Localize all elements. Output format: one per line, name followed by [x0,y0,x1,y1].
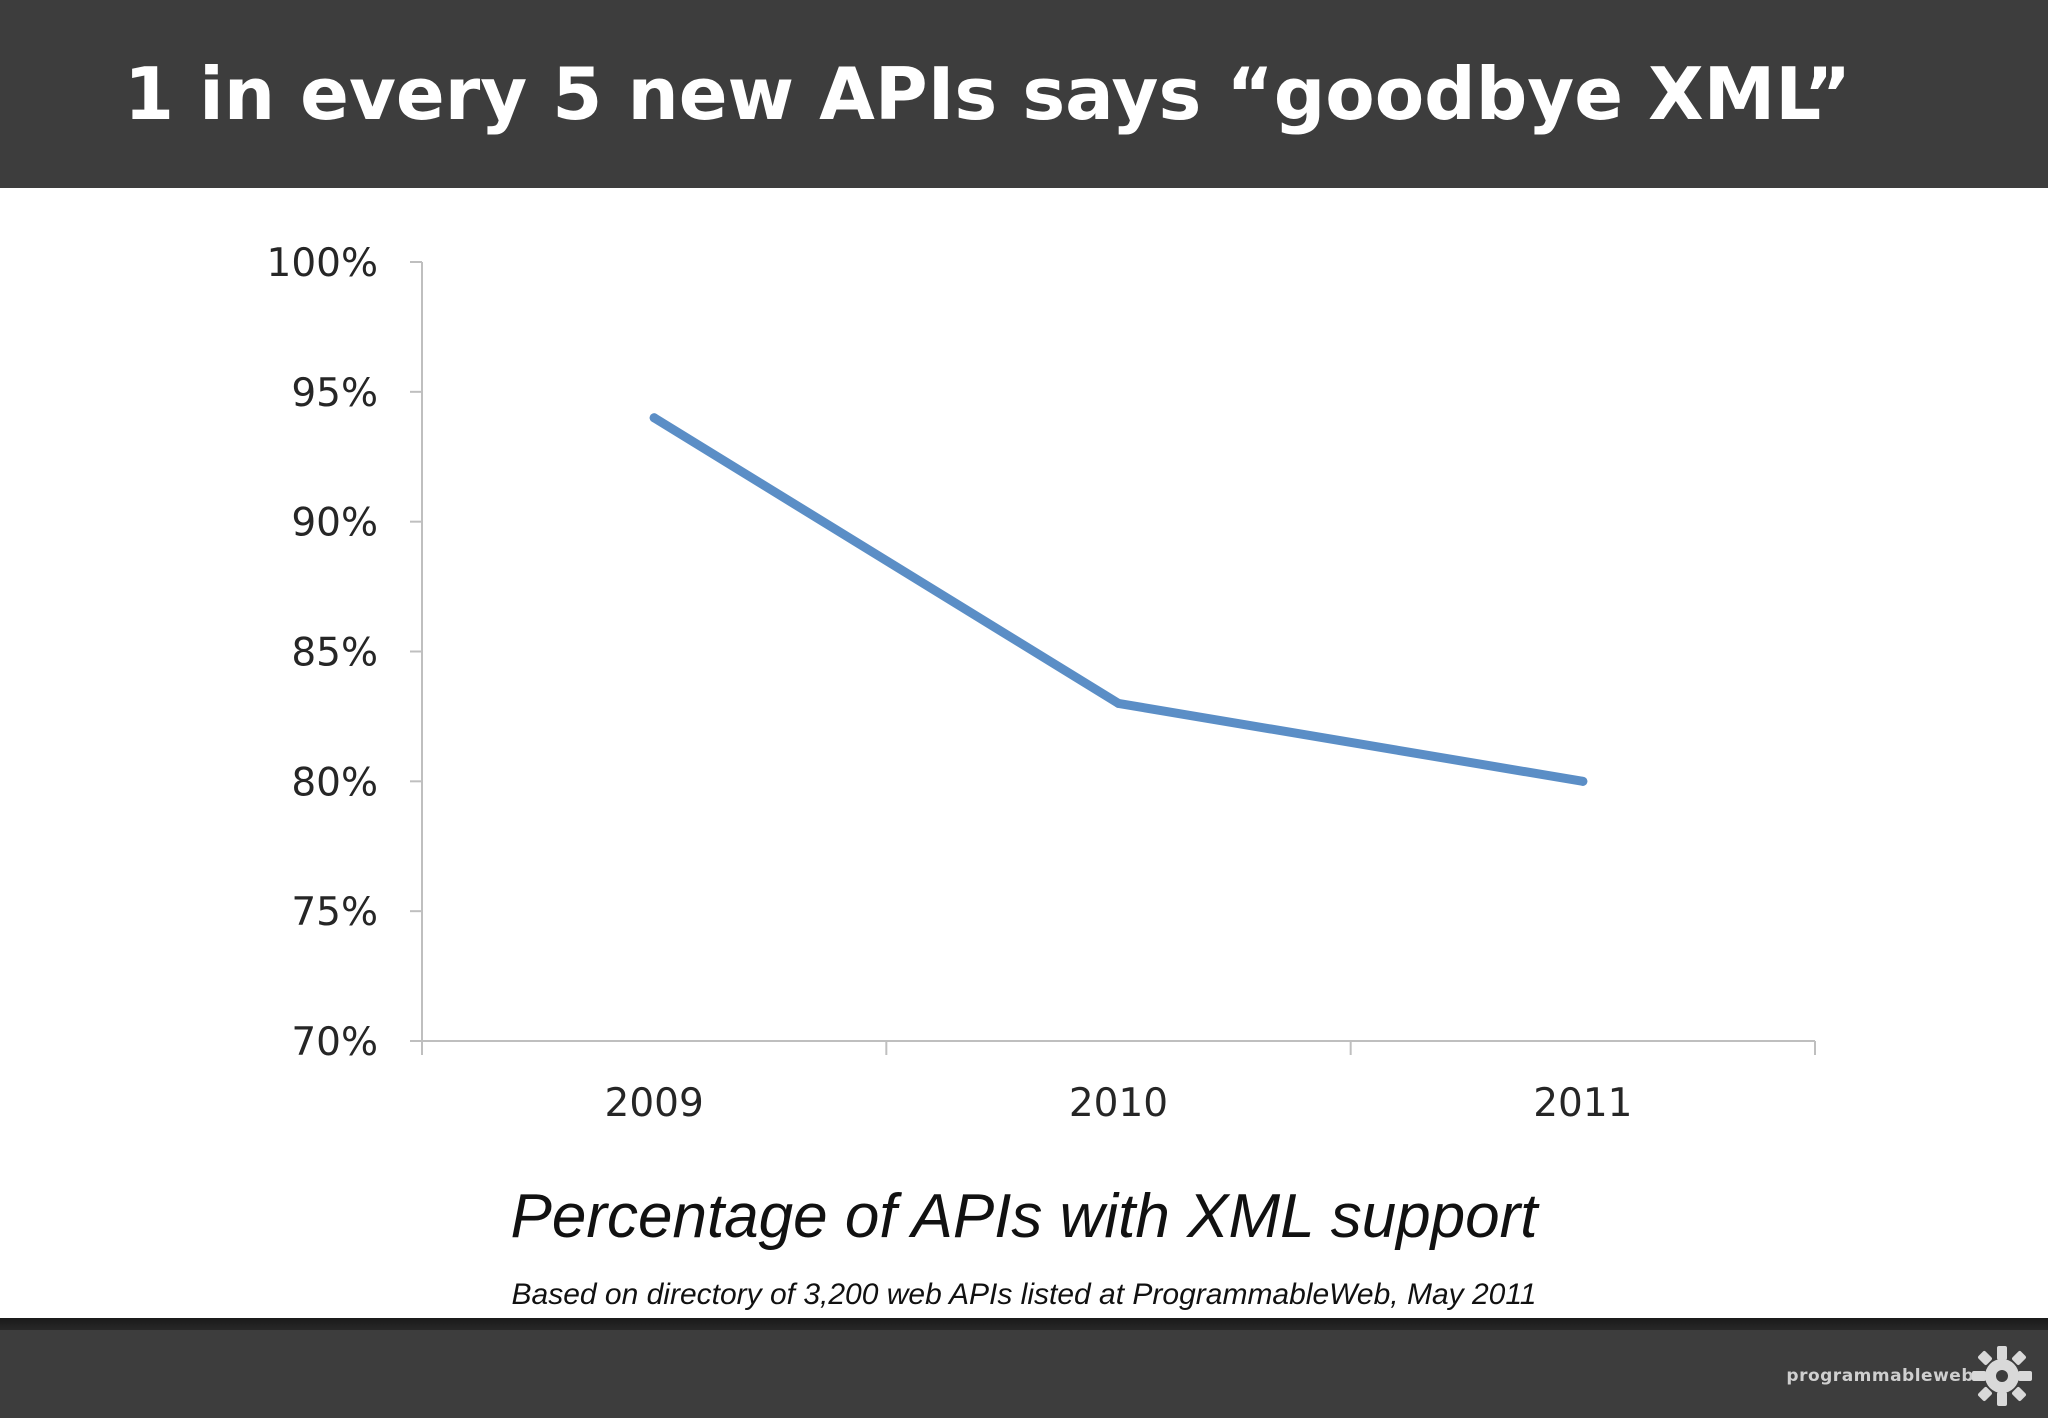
data-point [649,413,659,423]
chart-subtitle: Based on directory of 3,200 web APIs lis… [511,1278,1537,1311]
y-tick-label: 100% [267,241,379,286]
footer-divider [0,1318,2048,1332]
puzzle-gear-icon [1972,1346,2032,1406]
chart-title: Percentage of APIs with XML support [510,1182,1538,1251]
y-tick-label: 70% [291,1020,378,1065]
slide-title: 1 in every 5 new APIs says “goodbye XML” [124,52,1852,136]
y-tick-label: 85% [291,631,378,676]
footer-bar [0,1330,2048,1418]
data-point [1114,698,1123,708]
y-tick-label: 95% [291,371,378,416]
logo-text: programmableweb [1786,1366,1974,1386]
x-axis: 2009 2010 2011 [421,1040,1816,1126]
data-point [1578,776,1588,786]
x-tick-label: 2011 [1533,1081,1632,1126]
chart: 70% 75% 80% 85% 90% 95% 100% 2009 2010 2011 [0,188,2048,1318]
y-tick-label: 75% [291,890,378,935]
series-line [649,413,1588,786]
x-tick-label: 2009 [605,1081,704,1126]
y-tick-label: 80% [291,760,378,805]
header-bar [0,0,2048,188]
y-tick-label: 90% [291,501,378,546]
programmableweb-logo: programmableweb [1786,1340,2034,1410]
y-axis: 70% 75% 80% 85% 90% 95% 100% [267,241,423,1065]
series [649,413,1588,786]
x-tick-label: 2010 [1069,1081,1168,1126]
line-chart: 70% 75% 80% 85% 90% 95% 100% 2009 2010 2011 [267,241,1816,1126]
